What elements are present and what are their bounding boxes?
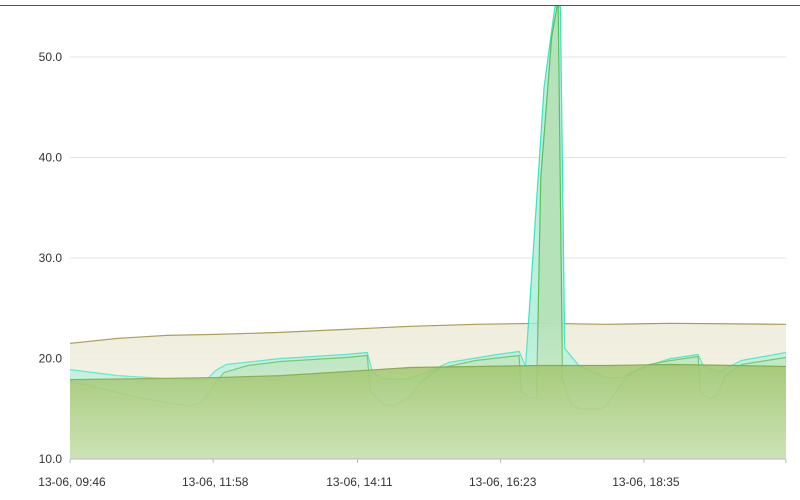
y-tick-label: 30.0 bbox=[39, 251, 63, 265]
y-tick-label: 40.0 bbox=[39, 151, 63, 165]
x-tick-label: 13-06, 09:46 bbox=[38, 475, 106, 489]
x-tick-label: 13-06, 11:58 bbox=[182, 475, 249, 489]
y-tick-label: 10.0 bbox=[39, 452, 63, 466]
grid-lines bbox=[70, 56, 786, 359]
x-tick-label: 13-06, 14:11 bbox=[326, 475, 393, 489]
y-tick-label: 20.0 bbox=[39, 352, 63, 366]
area-fade-overlay bbox=[70, 318, 786, 459]
x-tick-label: 13-06, 16:23 bbox=[469, 475, 537, 489]
y-tick-label: 50.0 bbox=[39, 50, 63, 64]
top-border bbox=[0, 5, 800, 6]
series-areas bbox=[70, 6, 786, 459]
x-tick-label: 13-06, 18:35 bbox=[612, 475, 680, 489]
axes: 10.0 20.0 30.0 40.0 50.0 13-06, 09:46 13-06, 1… bbox=[38, 50, 787, 489]
